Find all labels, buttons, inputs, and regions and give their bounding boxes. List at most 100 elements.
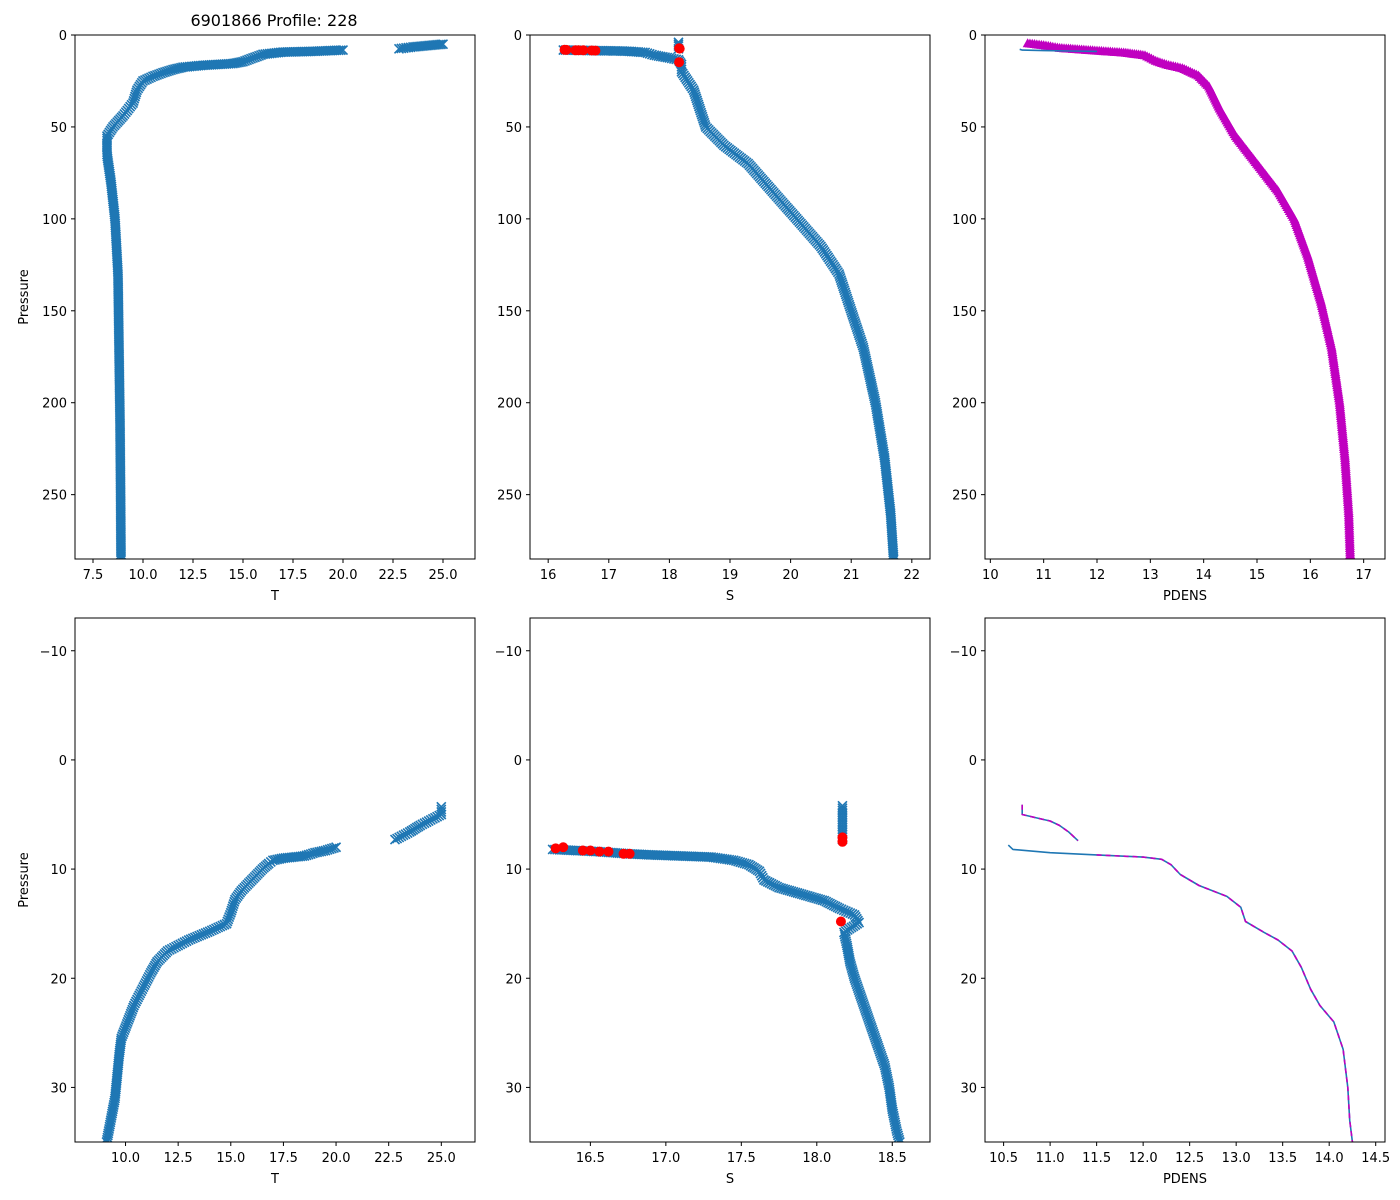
x-tick-label: 11 <box>1035 568 1052 583</box>
x-tick-label: 12.5 <box>1175 1151 1204 1166</box>
y-tick-label: 10 <box>50 863 67 878</box>
y-axis-label: Pressure <box>17 852 32 908</box>
flagged-point <box>585 845 596 856</box>
x-tick-label: 12.5 <box>164 1151 193 1166</box>
series-line <box>1096 854 1354 1142</box>
flagged-point <box>594 846 605 857</box>
y-tick-label: 30 <box>505 1081 522 1096</box>
y-tick-label: 50 <box>960 121 977 136</box>
flagged-point <box>550 843 561 854</box>
series-s-flagged <box>550 832 848 927</box>
subplot-top-pdens: 10 11 12 13 14 15 16 17 0 50 100 150 200 250 PDENS <box>952 29 1386 604</box>
x-axis-label: S <box>726 1172 734 1187</box>
y-tick-label: 20 <box>960 972 977 987</box>
x-axis-label: T <box>270 1172 279 1187</box>
flagged-point <box>837 836 848 847</box>
x-tick-label: 16 <box>540 568 557 583</box>
subplot-bottom-s: 16.5 17.0 17.5 18.0 18.5 −10 0 10 20 30 S <box>495 617 931 1187</box>
x-tick-label: 16.5 <box>576 1151 605 1166</box>
axes-frame <box>529 617 931 1143</box>
x-tick-label: 14.5 <box>1361 1151 1390 1166</box>
y-tick-label: 150 <box>497 305 522 320</box>
y-tick-label: 0 <box>59 754 67 769</box>
data-point <box>435 39 447 50</box>
series-t-surface <box>389 801 447 845</box>
y-tick-label: 30 <box>50 1081 67 1096</box>
y-tick-label: 30 <box>960 1081 977 1096</box>
data-point <box>101 1136 112 1142</box>
y-tick-label: 20 <box>50 972 67 987</box>
y-tick-label: 0 <box>969 754 977 769</box>
x-tick-label: 22 <box>904 568 921 583</box>
y-tick-label: 20 <box>505 972 522 987</box>
data-point <box>436 804 447 815</box>
x-tick-label: 18 <box>661 568 678 583</box>
series-pdens-dashed <box>1096 854 1354 1142</box>
series-line <box>1021 804 1079 842</box>
y-tick-label: 50 <box>505 121 522 136</box>
x-tick-label: 15 <box>1249 568 1266 583</box>
axes-frame <box>984 617 1386 1143</box>
y-tick-label: 200 <box>952 397 977 412</box>
x-tick-label: 18.5 <box>878 1151 907 1166</box>
y-tick-label: 0 <box>59 29 67 44</box>
x-tick-label: 15.0 <box>216 1151 245 1166</box>
x-tick-label: 13.5 <box>1268 1151 1297 1166</box>
x-axis-label: PDENS <box>1163 1172 1207 1187</box>
y-tick-label: 100 <box>952 213 977 228</box>
flagged-point <box>561 44 572 55</box>
x-tick-label: 19 <box>722 568 739 583</box>
x-tick-label: 17 <box>601 568 618 583</box>
y-tick-label: 250 <box>497 489 522 504</box>
flagged-point <box>674 43 685 54</box>
x-tick-label: 17 <box>1355 568 1372 583</box>
series-pdens-surface-dashed <box>1021 804 1079 842</box>
y-tick-label: 0 <box>514 754 522 769</box>
subplot-top-s: 16 17 18 19 20 21 22 0 50 100 150 200 250 S <box>497 29 931 604</box>
series-s-flagged <box>559 43 685 68</box>
x-axis-label: PDENS <box>1163 589 1207 604</box>
series-pdens <box>1022 38 1356 559</box>
x-tick-label: 12 <box>1089 568 1106 583</box>
plot-area <box>547 800 905 1142</box>
y-tick-label: 250 <box>952 489 977 504</box>
series-t <box>101 45 349 559</box>
data-point <box>894 1134 905 1142</box>
flagged-point <box>578 45 589 56</box>
data-point <box>1347 554 1354 559</box>
axes-frame <box>984 34 1386 560</box>
y-tick-label: −10 <box>40 645 67 660</box>
x-tick-label: 14.0 <box>1315 1151 1344 1166</box>
plot-area <box>101 39 449 559</box>
data-point <box>433 39 445 50</box>
plot-area <box>558 37 899 559</box>
subplot-bottom-pdens: 10.5 11.0 11.5 12.0 12.5 13.0 13.5 14.0 14.5 −10 0… <box>950 617 1390 1187</box>
flagged-point <box>835 916 846 927</box>
data-point <box>115 553 127 559</box>
x-tick-label: 20.0 <box>322 1151 351 1166</box>
y-tick-label: −10 <box>495 645 522 660</box>
x-tick-label: 17.5 <box>269 1151 298 1166</box>
data-point <box>844 952 855 963</box>
flagged-point <box>603 846 614 857</box>
y-tick-label: 150 <box>952 305 977 320</box>
y-axis-label: Pressure <box>17 269 32 325</box>
x-tick-label: 15.0 <box>229 568 258 583</box>
subplots: 7.5 10.0 12.5 15.0 17.5 20.0 22.5 25.0050100150… <box>17 29 1390 1187</box>
y-tick-label: 150 <box>42 305 67 320</box>
y-tick-label: 10 <box>960 863 977 878</box>
flagged-point <box>577 845 588 856</box>
x-axis-label: S <box>726 589 734 604</box>
x-tick-label: 14 <box>1195 568 1212 583</box>
x-tick-label: 17.0 <box>651 1151 680 1166</box>
x-tick-label: 25.0 <box>427 1151 456 1166</box>
series-pdens-line <box>1019 48 1098 53</box>
flagged-point <box>624 848 635 859</box>
x-tick-label: 13 <box>1142 568 1159 583</box>
data-point <box>437 39 449 50</box>
x-tick-label: 20 <box>782 568 799 583</box>
data-point <box>115 551 127 559</box>
x-tick-label: 12.5 <box>179 568 208 583</box>
